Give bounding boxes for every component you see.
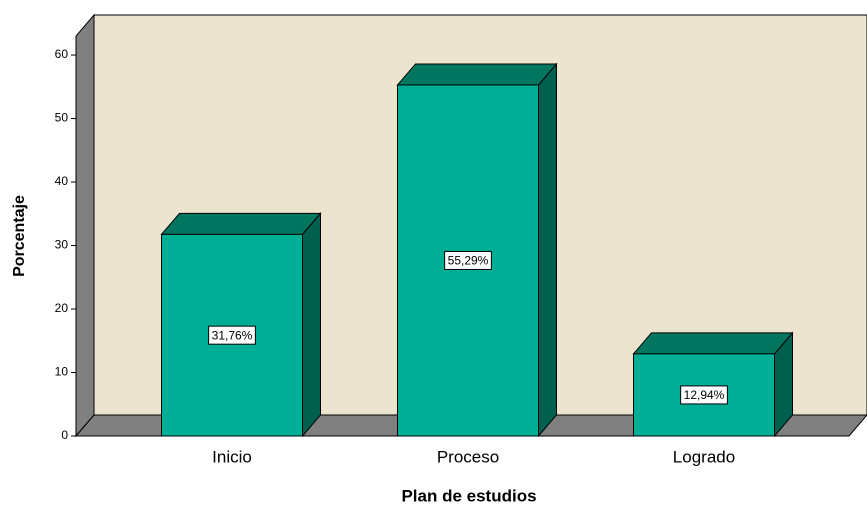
x-axis-title: Plan de estudios: [401, 486, 536, 505]
bar-top: [396, 63, 558, 86]
value-label: 31,76%: [212, 328, 253, 342]
value-label-box: [444, 250, 492, 270]
value-label: 12,94%: [684, 388, 725, 402]
y-tick-label: 30: [55, 238, 69, 252]
y-tick-label: 50: [55, 111, 69, 125]
bar-top: [160, 212, 322, 235]
value-label-box: [208, 325, 256, 345]
x-tick-label: Proceso: [437, 447, 499, 466]
value-label-box: [680, 385, 728, 405]
y-tick-label: 0: [61, 428, 68, 442]
y-tick-label: 10: [55, 365, 69, 379]
y-tick-label: 60: [55, 47, 69, 61]
bar-top: [632, 332, 794, 355]
y-axis-title: Porcentaje: [11, 195, 28, 277]
value-label: 55,29%: [448, 254, 489, 268]
bar-side: [302, 211, 321, 438]
x-tick-label: Logrado: [673, 447, 735, 466]
y-tick-label: 40: [55, 174, 69, 188]
x-tick-label: Inicio: [212, 447, 252, 466]
bar: [397, 84, 539, 437]
y-tick-label: 20: [55, 301, 69, 315]
bar-side: [538, 62, 557, 438]
side-wall: [75, 13, 95, 438]
